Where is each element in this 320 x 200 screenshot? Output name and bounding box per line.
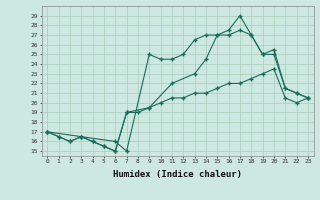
X-axis label: Humidex (Indice chaleur): Humidex (Indice chaleur) (113, 170, 242, 179)
